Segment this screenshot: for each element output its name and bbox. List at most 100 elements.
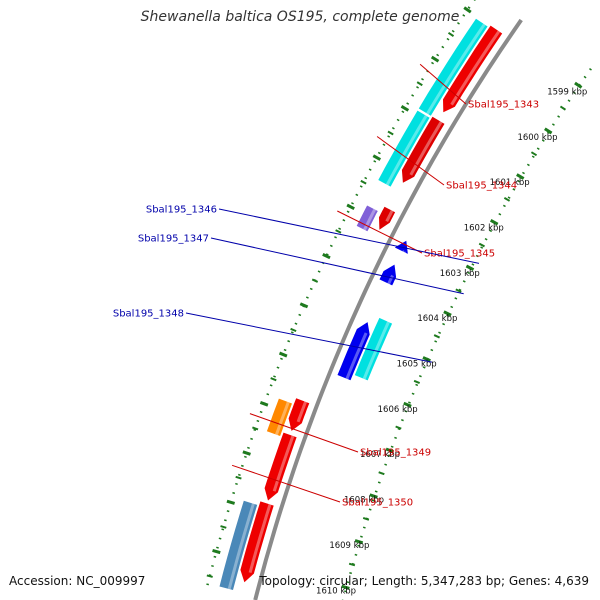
kbp-minor-tick — [503, 197, 511, 202]
kbp-tick-mark — [516, 173, 525, 180]
cds-reverse — [379, 264, 397, 286]
kbp-minor-tick — [416, 81, 423, 87]
kbp-tick-mark — [346, 203, 355, 210]
kbp-minor-tick — [290, 327, 297, 333]
gene-feature-cyan — [354, 317, 393, 381]
gene-label-leader — [185, 312, 432, 363]
cds-forward — [379, 206, 396, 230]
cds-forward — [240, 501, 274, 583]
gene-feature-orange — [266, 398, 292, 436]
cds-forward-shade — [296, 401, 307, 423]
kbp-tick-label: 1606 kbp — [378, 405, 418, 415]
kbp-minor-tick — [447, 31, 455, 37]
genome-backbone — [253, 18, 523, 600]
gene-label-leader — [218, 208, 480, 264]
kbp-tick-label: 1602 kbp — [464, 224, 504, 234]
gene-feature-orange-shade — [274, 401, 290, 436]
kbp-tick-mark — [341, 584, 350, 590]
gene-feature-cyan — [418, 18, 488, 116]
cds-forward — [401, 116, 445, 183]
kbp-tick-mark — [489, 218, 499, 226]
kbp-minor-tick — [311, 278, 319, 283]
gene-feature-purple — [356, 205, 378, 232]
gene-feature-cyan-shade — [426, 23, 486, 115]
kbp-minor-tick — [206, 574, 213, 578]
kbp-minor-tick — [433, 334, 441, 339]
kbp-tick-mark — [400, 105, 410, 112]
kbp-tick-mark — [354, 539, 364, 545]
forward-scale-line — [205, 0, 476, 588]
gene-label-leader — [419, 63, 467, 105]
kbp-tick-mark — [212, 549, 221, 555]
kbp-tick-mark — [544, 127, 553, 135]
kbp-tick-mark — [259, 401, 269, 407]
cds-reverse — [337, 322, 370, 381]
gene-feature-cyan — [378, 110, 430, 187]
kbp-minor-tick — [235, 475, 242, 480]
kbp-tick-label: 1605 kbp — [397, 360, 437, 370]
kbp-tick-mark — [574, 81, 583, 89]
kbp-minor-tick — [378, 471, 385, 476]
gene-label: Sbal195_1347 — [138, 234, 209, 245]
gene-label: Sbal195_1345 — [424, 249, 495, 260]
cds-forward-shade — [450, 30, 501, 106]
kbp-minor-tick — [362, 516, 370, 521]
gene-feature-cyan-shade — [385, 114, 428, 186]
gene-feature-steelblue-shade — [227, 503, 255, 590]
gene-label: Sbal195_1346 — [146, 205, 217, 216]
kbp-tick-label: 1599 kbp — [547, 88, 587, 98]
gene-feature-steelblue — [219, 500, 258, 590]
gene-label-leader — [231, 464, 341, 503]
kbp-tick-mark — [278, 351, 288, 358]
kbp-tick-label: 1600 kbp — [517, 133, 557, 143]
kbp-tick-mark — [299, 302, 309, 309]
kbp-minor-tick — [360, 179, 367, 185]
kbp-tick-label: 1609 kbp — [329, 541, 369, 551]
kbp-tick-mark — [372, 154, 382, 161]
kbp-tick-label: 1604 kbp — [417, 314, 457, 324]
gene-label-leader — [337, 210, 423, 254]
cds-forward-shade — [248, 503, 272, 573]
kbp-minor-tick — [270, 377, 277, 382]
kbp-minor-tick — [252, 426, 259, 431]
kbp-tick-mark — [226, 499, 236, 505]
gene-label: Sbal195_1350 — [342, 498, 413, 509]
gene-label-leader — [249, 413, 359, 453]
kbp-tick-mark — [322, 253, 331, 260]
gene-label: Sbal195_1344 — [446, 181, 517, 192]
cds-reverse-shade — [345, 332, 368, 380]
kbp-tick-mark — [422, 356, 431, 363]
kbp-minor-tick — [335, 229, 342, 234]
gene-feature-cyan-shade — [362, 321, 390, 380]
kbp-tick-mark — [430, 55, 440, 63]
kbp-minor-tick — [395, 425, 402, 430]
kbp-tick-mark — [443, 310, 452, 317]
kbp-minor-tick — [530, 151, 538, 157]
kbp-minor-tick — [220, 525, 227, 529]
gene-label-leader — [210, 237, 464, 295]
kbp-minor-tick — [387, 130, 394, 136]
cds-reverse-shade — [387, 274, 394, 285]
kbp-tick-mark — [403, 401, 412, 408]
kbp-tick-label: 1607 kbp — [360, 450, 400, 460]
kbp-tick-mark — [385, 447, 395, 454]
cds-forward-shade — [385, 210, 394, 222]
kbp-tick-label: 1608 kbp — [344, 496, 384, 506]
gene-label-leader — [376, 136, 445, 186]
cds-forward — [288, 398, 310, 431]
cds-forward-shade — [409, 121, 443, 176]
kbp-minor-tick — [478, 242, 485, 248]
gene-feature-purple-shade — [363, 208, 377, 231]
accession-text: Accession: NC_009997 — [9, 574, 146, 588]
kbp-tick-mark — [465, 264, 475, 272]
kbp-tick-mark — [242, 450, 251, 456]
cds-forward — [264, 432, 297, 501]
topology-text: Topology: circular; Length: 5,347,283 bp… — [259, 574, 589, 588]
kbp-minor-tick — [559, 105, 567, 111]
cds-forward-shade — [272, 435, 295, 492]
kbp-tick-mark — [463, 6, 472, 14]
kbp-tick-label: 1601 kbp — [490, 178, 530, 188]
kbp-minor-tick — [348, 562, 356, 567]
